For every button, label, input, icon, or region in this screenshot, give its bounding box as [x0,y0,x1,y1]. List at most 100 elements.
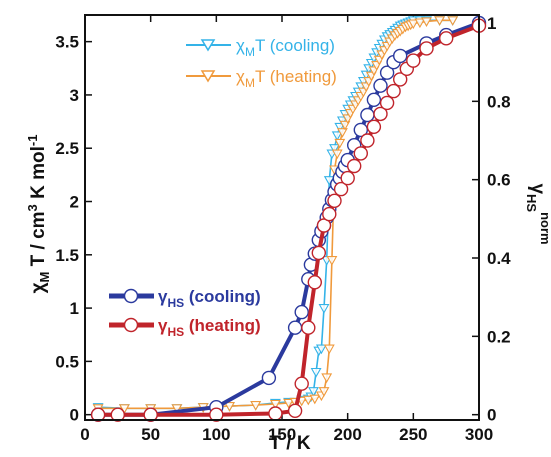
x-tick-label: 100 [202,425,230,444]
data-point-gamma-heating [301,320,316,335]
data-point-gamma-heating [268,406,283,421]
data-point-chi-heating [250,401,262,411]
y-left-tick-label: 0.5 [55,352,79,371]
data-point-gamma-cooling [366,92,382,108]
data-point-gamma-heating [209,407,224,422]
legend-chi-heating-rest: T (heating) [255,67,337,86]
legend-gamma-cooling-sub: HS [167,296,184,310]
data-point-gamma-heating [347,158,362,174]
x-axis-title: T / K [269,433,310,454]
legend-marker-chi-heating [200,70,216,83]
y-right-tick-label: 0.6 [487,171,511,190]
data-point-chi-heating [326,256,338,266]
x-tick-label: 250 [399,425,427,444]
legend-item-gamma-heating: γHS (heating) [109,316,261,339]
data-point-chi-heating [309,394,321,405]
y-left-tick-label: 1 [70,299,79,318]
data-point-gamma-heating [360,133,375,148]
data-point-gamma-heating [386,83,401,99]
data-point-chi-heating [269,399,281,410]
ticks-layer: 0 50 100 150 200 250 30000.511.522.533.500.20.… [55,14,511,444]
data-point-chi-cooling [310,367,322,378]
legend-chi-cooling-rest: T (cooling) [255,36,335,55]
y-left-tick-label: 3.5 [55,33,79,52]
data-point-gamma-heating [379,95,395,111]
x-tick-label: 300 [465,425,493,444]
y-left-title-sub-M: M [37,272,52,283]
data-point-chi-cooling [308,387,319,397]
data-point-gamma-heating [353,146,368,161]
legend-label-gamma-cooling: γHS (cooling) [158,287,261,310]
legend-gamma-heating-gamma: γ [158,316,168,335]
data-point-gamma-cooling [360,107,375,123]
y-right-tick-label: 0.2 [487,327,511,346]
data-point-chi-heating [323,344,335,355]
data-point-chi-heating [321,373,333,384]
y-left-tick-label: 2.5 [55,139,79,158]
legend-label-chi-cooling: χMT (cooling) [236,36,335,59]
data-point-chi-heating [334,138,346,149]
y-right-title-sup: norm [538,212,551,245]
data-point-chi-heating [434,16,446,26]
y-left-axis-title: χM T / cm3 K mol-1 [25,135,52,294]
data-point-gamma-heating [316,218,332,233]
series-layer [90,15,487,422]
y-right-tick-label: 0.8 [487,92,511,111]
x-tick-label: 150 [268,425,296,444]
legend-top: χMT (cooling) χMT (heating) [186,36,337,90]
data-point-gamma-heating [373,106,388,122]
legend-marker-gamma-heating [123,317,139,333]
data-point-gamma-cooling [261,370,277,386]
data-point-chi-heating [318,387,330,397]
data-point-gamma-heating [419,41,434,56]
series-gamma-heating [90,18,487,422]
legend-chi-cooling-chi: χ [236,36,245,55]
data-point-chi-heating [447,16,459,26]
data-point-gamma-cooling [373,78,388,93]
data-point-chi-heating [414,18,426,29]
data-point-gamma-cooling [353,122,368,138]
legend-marker-gamma-cooling [123,288,139,304]
y-right-title-sub: HS [524,194,539,212]
data-point-chi-heating [118,404,130,414]
y-right-tick-label: 0 [487,406,496,425]
x-tick-label: 50 [141,425,160,444]
legend-bottom: γHS (cooling) γHS (heating) [109,287,261,339]
y-left-tick-label: 0 [70,406,79,425]
y-left-title-chi: χ [28,282,49,293]
y-right-axis-title: γHSnorm [524,183,551,244]
data-point-chi-cooling [318,304,330,314]
legend-gamma-cooling-rest: (cooling) [184,287,260,306]
legend-chi-cooling-sub: M [245,45,255,59]
legend-chi-heating-sub: M [245,76,255,90]
legend-gamma-cooling-gamma: γ [158,287,168,306]
y-right-tick-label: 0.4 [487,249,511,268]
legend-item-chi-heating: χMT (heating) [186,67,337,90]
data-point-chi-heating [421,17,432,28]
y-right-tick-label: 1 [487,14,496,33]
y-left-title-exp3: 3 [25,204,40,211]
legend-gamma-heating-rest: (heating) [184,316,261,335]
data-point-chi-heating [302,395,314,406]
data-point-gamma-heating [327,193,342,209]
y-left-title-expm1: -1 [25,135,40,147]
data-point-chi-heating [407,19,419,30]
data-point-gamma-cooling [294,304,309,320]
data-point-chi-cooling [329,144,340,154]
data-point-gamma-cooling [379,65,395,80]
data-point-gamma-heating [406,53,421,68]
plot-frame [84,14,480,421]
data-point-chi-heating [331,149,343,160]
legend-marker-chi-cooling [200,39,216,52]
legend-label-chi-heating: χMT (heating) [236,67,337,90]
legend-item-chi-cooling: χMT (cooling) [186,36,335,59]
data-point-gamma-heating [287,403,303,418]
y-left-tick-label: 1.5 [55,246,79,265]
data-point-gamma-heating [322,206,337,222]
data-point-chi-heating [336,128,348,138]
data-point-gamma-heating [439,31,454,46]
legend-label-gamma-heating: γHS (heating) [158,316,261,339]
legend-item-gamma-cooling: γHS (cooling) [109,287,261,310]
